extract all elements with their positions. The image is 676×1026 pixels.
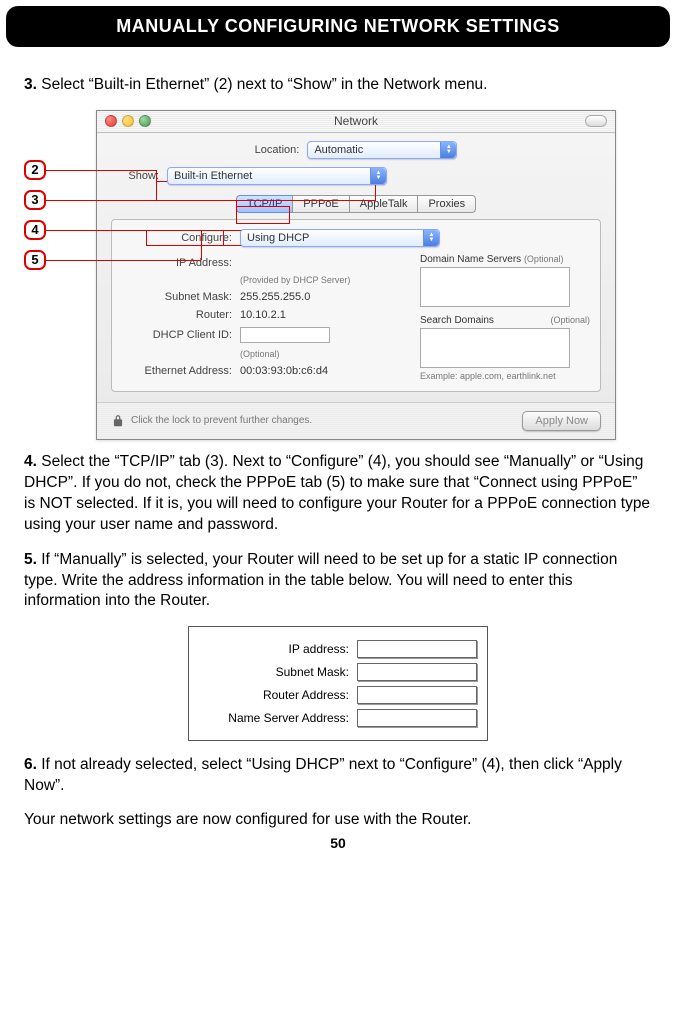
callout-5-line-v bbox=[201, 245, 202, 260]
dhcp-note: (Optional) bbox=[240, 349, 280, 359]
step-5: 5. If “Manually” is selected, your Route… bbox=[24, 550, 652, 613]
search-example: Example: apple.com, earthlink.net bbox=[420, 371, 590, 381]
callout-4-line bbox=[46, 230, 146, 231]
conclusion-text: Your network settings are now configured… bbox=[24, 811, 652, 829]
form-subnet-label: Subnet Mask: bbox=[199, 665, 349, 679]
callout-5-line bbox=[46, 260, 201, 261]
step-5-text: If “Manually” is selected, your Router w… bbox=[24, 551, 617, 610]
dns-optional: (Optional) bbox=[524, 254, 564, 264]
subnet-value: 255.255.255.0 bbox=[240, 291, 310, 303]
network-window: Network Location: Automatic ▲▼ Show: Bui… bbox=[96, 110, 616, 440]
step-6: 6. If not already selected, select “Usin… bbox=[24, 755, 652, 797]
step-4: 4. Select the “TCP/IP” tab (3). Next to … bbox=[24, 452, 652, 536]
dns-servers-input[interactable] bbox=[420, 267, 570, 307]
window-titlebar: Network bbox=[97, 111, 615, 133]
eth-label: Ethernet Address: bbox=[122, 365, 232, 377]
show-label: Show: bbox=[111, 170, 159, 182]
step-4-text: Select the “TCP/IP” tab (3). Next to “Co… bbox=[24, 453, 650, 533]
step-6-num: 6. bbox=[24, 756, 37, 773]
search-optional: (Optional) bbox=[550, 315, 590, 326]
callout-3-line bbox=[46, 200, 236, 201]
show-value: Built-in Ethernet bbox=[174, 170, 252, 182]
toolbar-toggle-icon[interactable] bbox=[585, 115, 607, 127]
configure-select[interactable]: Using DHCP ▲▼ bbox=[240, 229, 440, 247]
tab-proxies[interactable]: Proxies bbox=[417, 195, 476, 213]
search-domains-input[interactable] bbox=[420, 328, 570, 368]
location-label: Location: bbox=[255, 144, 300, 156]
ip-note: (Provided by DHCP Server) bbox=[240, 275, 350, 285]
location-value: Automatic bbox=[314, 144, 363, 156]
step-5-num: 5. bbox=[24, 551, 37, 568]
form-ns-label: Name Server Address: bbox=[199, 711, 349, 725]
form-ip-input[interactable] bbox=[357, 640, 477, 658]
select-arrows-icon: ▲▼ bbox=[440, 142, 456, 158]
step-3-num: 3. bbox=[24, 76, 37, 93]
page-number: 50 bbox=[24, 835, 652, 851]
callout-4: 4 bbox=[24, 220, 46, 240]
callout-3: 3 bbox=[24, 190, 46, 210]
configure-value: Using DHCP bbox=[247, 232, 309, 244]
apply-now-button[interactable]: Apply Now bbox=[522, 411, 601, 431]
lock-icon[interactable] bbox=[111, 414, 125, 428]
router-value: 10.10.2.1 bbox=[240, 309, 286, 321]
eth-value: 00:03:93:0b:c6:d4 bbox=[240, 365, 328, 377]
window-bottom-bar: Click the lock to prevent further change… bbox=[97, 402, 615, 439]
step-4-num: 4. bbox=[24, 453, 37, 470]
lock-text: Click the lock to prevent further change… bbox=[131, 415, 312, 426]
ip-label: IP Address: bbox=[122, 257, 232, 269]
form-router-label: Router Address: bbox=[199, 688, 349, 702]
callout-3-box bbox=[236, 206, 290, 224]
callout-2-line bbox=[46, 170, 156, 171]
form-router-input[interactable] bbox=[357, 686, 477, 704]
select-arrows-icon: ▲▼ bbox=[423, 230, 439, 246]
callout-2: 2 bbox=[24, 160, 46, 180]
subnet-label: Subnet Mask: bbox=[122, 291, 232, 303]
dhcp-label: DHCP Client ID: bbox=[122, 329, 232, 341]
show-select[interactable]: Built-in Ethernet ▲▼ bbox=[167, 167, 387, 185]
callout-5: 5 bbox=[24, 250, 46, 270]
address-form-table: IP address: Subnet Mask: Router Address:… bbox=[188, 626, 488, 741]
step-3-text: Select “Built-in Ethernet” (2) next to “… bbox=[41, 76, 487, 93]
step-6-text: If not already selected, select “Using D… bbox=[24, 756, 622, 794]
step-3: 3. Select “Built-in Ethernet” (2) next t… bbox=[24, 75, 652, 96]
router-label: Router: bbox=[122, 309, 232, 321]
dns-label: Domain Name Servers bbox=[420, 254, 521, 265]
form-ns-input[interactable] bbox=[357, 709, 477, 727]
window-title: Network bbox=[97, 114, 615, 128]
dhcp-client-input[interactable] bbox=[240, 327, 330, 343]
form-subnet-input[interactable] bbox=[357, 663, 477, 681]
page-header: MANUALLY CONFIGURING NETWORK SETTINGS bbox=[6, 6, 670, 47]
search-domains-label: Search Domains bbox=[420, 315, 494, 326]
select-arrows-icon: ▲▼ bbox=[370, 168, 386, 184]
form-ip-label: IP address: bbox=[199, 642, 349, 656]
screenshot-container: 2 3 4 5 Network bbox=[96, 110, 652, 440]
location-select[interactable]: Automatic ▲▼ bbox=[307, 141, 457, 159]
